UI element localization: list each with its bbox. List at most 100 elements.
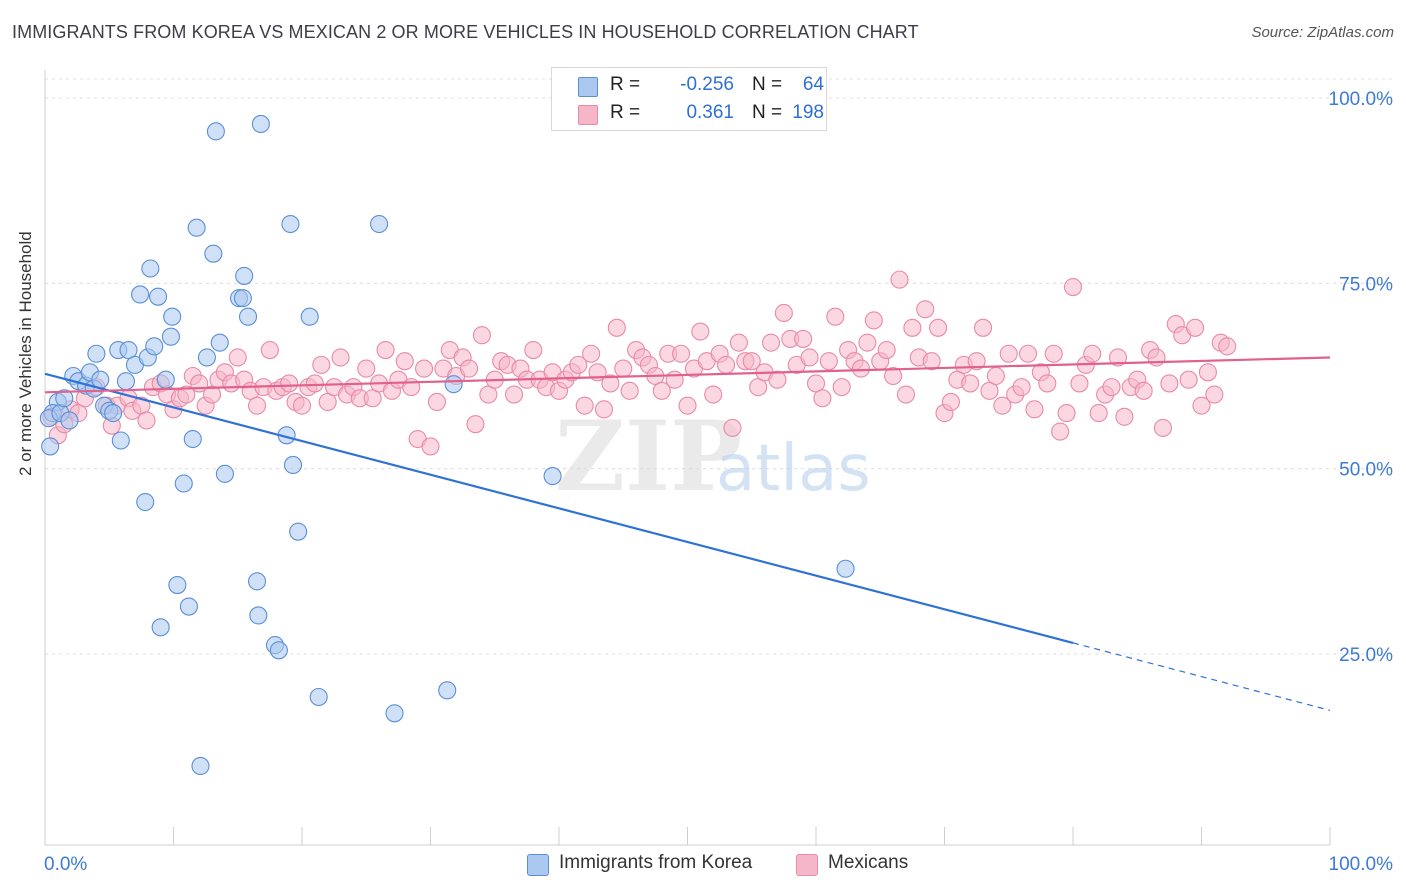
korea-point [55, 389, 74, 408]
korea-point [187, 218, 206, 237]
korea-point [136, 492, 155, 512]
korea-point [145, 337, 164, 356]
mexicans-point [999, 344, 1018, 363]
mexicans-point [929, 318, 948, 337]
mexicans-point [1192, 396, 1211, 415]
mexicans-point [922, 352, 941, 371]
mexicans-point [774, 303, 793, 323]
mexicans-point [768, 370, 787, 389]
mexicans-point [877, 341, 896, 360]
mexicans-point [1025, 400, 1044, 419]
x-tick-label: 100.0% [1329, 854, 1394, 875]
mexicans-point [665, 370, 684, 389]
korea-point [235, 266, 254, 285]
korea-trend-line [44, 372, 1074, 644]
mexicans-point [582, 344, 601, 363]
mexicans-point [305, 374, 324, 393]
mexicans-point [761, 333, 781, 352]
mexicans-trend-line [44, 356, 1331, 394]
mexicans-point [376, 341, 395, 360]
mexicans-point [1115, 407, 1134, 426]
mexicans-point [1063, 277, 1083, 297]
korea-point [116, 372, 136, 391]
korea-point [283, 455, 303, 475]
korea-n-value: 64 [802, 74, 824, 95]
mexicans-point [331, 348, 350, 367]
mexicans-point [594, 400, 614, 419]
y-tick-label: 50.0% [1339, 460, 1393, 481]
mexicans-point [691, 322, 710, 341]
mexicans-point [421, 437, 440, 456]
watermark-atlas: atlas [716, 432, 871, 506]
korea-point [300, 307, 319, 326]
mexicans-point [993, 396, 1012, 415]
legend-mexicans-swatch [796, 854, 818, 876]
mexicans-swatch [578, 105, 598, 125]
mexicans-n-label: N = [752, 102, 783, 123]
mexicans-point [704, 385, 723, 404]
korea-point [836, 559, 855, 578]
korea-point [179, 597, 198, 616]
korea-trend-extension [1072, 642, 1331, 711]
mexicans-point [280, 374, 299, 393]
mexicans-point [961, 374, 980, 393]
stats-box: R = -0.256 N = 64 R = 0.361 N = 198 [551, 67, 827, 131]
mexicans-point [1057, 404, 1076, 423]
mexicans-point [607, 318, 626, 337]
mexicans-point [395, 352, 414, 371]
mexicans-point [826, 307, 845, 326]
mexicans-point [1018, 344, 1038, 363]
korea-point [215, 464, 234, 483]
mexicans-point [459, 359, 479, 378]
mexicans-point [1160, 374, 1179, 393]
korea-point [249, 606, 268, 625]
mexicans-point [729, 333, 748, 352]
mexicans-point [723, 418, 742, 437]
y-tick-label: 25.0% [1339, 645, 1393, 666]
mexicans-point [652, 381, 671, 400]
mexicans-point [819, 352, 838, 371]
korea-point [247, 572, 267, 591]
korea-point [183, 429, 202, 449]
korea-point [238, 307, 258, 326]
korea-point [87, 344, 106, 363]
korea-point [269, 641, 288, 660]
mexicans-point [1198, 363, 1217, 382]
korea-point [111, 431, 130, 450]
mexicans-r-label: R = [610, 102, 641, 123]
x-tick-label: 0.0% [44, 854, 87, 875]
mexicans-point [832, 378, 851, 397]
mexicans-point [466, 415, 485, 434]
mexicans-point [569, 355, 588, 374]
mexicans-point [716, 355, 736, 374]
korea-point [141, 259, 160, 278]
chart-title: IMMIGRANTS FROM KOREA VS MEXICAN 2 OR MO… [12, 22, 919, 42]
mexicans-point [986, 366, 1005, 386]
y-tick-label: 100.0% [1329, 89, 1394, 110]
mexicans-point [292, 396, 312, 415]
korea-point [210, 333, 229, 352]
mexicans-point [1205, 385, 1224, 404]
mexicans-point [260, 341, 279, 360]
mexicans-point [1218, 337, 1237, 356]
mexicans-point [575, 396, 594, 415]
korea-point [168, 576, 187, 595]
mexicans-point [1089, 404, 1108, 423]
korea-point [163, 307, 182, 326]
mexicans-point [800, 348, 819, 367]
mexicans-point [1044, 344, 1063, 363]
korea-point [60, 411, 79, 430]
korea-r-value: -0.256 [680, 74, 734, 95]
mexicans-point [794, 329, 813, 348]
mexicans-point [742, 352, 761, 371]
mexicans-point [1070, 374, 1089, 393]
korea-point [289, 522, 308, 541]
korea-point [131, 285, 150, 304]
mexicans-point [890, 270, 909, 289]
mexicans-point [1179, 370, 1198, 389]
mexicans-point [672, 344, 691, 363]
mexicans-point [247, 396, 267, 415]
mexicans-point [903, 318, 922, 337]
mexicans-r-value: 0.361 [686, 102, 734, 123]
mexicans-point [1051, 422, 1070, 441]
